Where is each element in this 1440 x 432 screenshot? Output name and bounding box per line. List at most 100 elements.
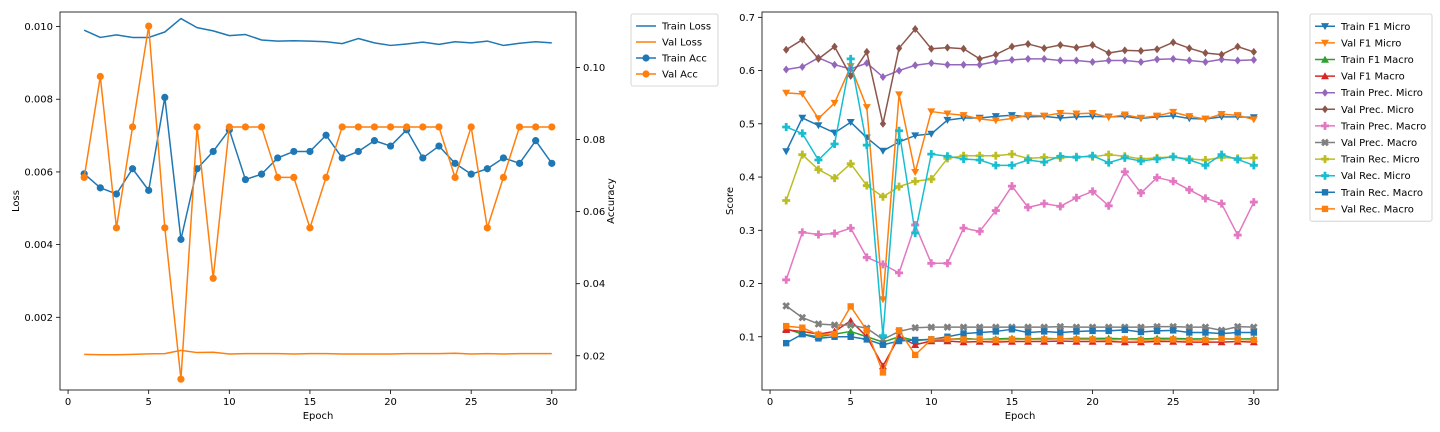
legend-marker xyxy=(642,70,650,78)
x-tick-label: 20 xyxy=(384,397,397,408)
x-tick-label: 10 xyxy=(925,397,938,408)
data-point-train-prec-micro xyxy=(911,61,919,70)
data-point-train-rec-micro xyxy=(911,177,920,186)
data-point-val-rec-micro xyxy=(895,126,904,135)
legend-label: Val Rec. Micro xyxy=(1341,171,1411,182)
x-tick-label: 0 xyxy=(767,397,773,408)
data-point-train-prec-micro xyxy=(928,59,935,68)
data-point-val-rec-micro xyxy=(1007,161,1016,170)
legend-label: Train Acc xyxy=(661,54,707,65)
legend-item-train-loss: Train Loss xyxy=(636,22,711,33)
x-tick-label: 5 xyxy=(848,397,854,408)
y-tick-label: 0.4 xyxy=(739,173,755,184)
data-point-val-acc xyxy=(386,123,395,131)
data-point-val-prec-macro xyxy=(782,302,791,310)
data-point-train-prec-macro xyxy=(1153,173,1162,182)
legend-item-train-prec-macro: Train Prec. Macro xyxy=(1315,121,1426,132)
data-point-val-prec-micro xyxy=(815,54,822,63)
data-point-val-rec-macro xyxy=(1234,336,1241,343)
data-point-train-prec-macro xyxy=(975,227,984,236)
data-point-val-acc xyxy=(128,123,137,131)
data-point-train-f1-micro xyxy=(846,119,855,127)
data-point-val-f1-micro xyxy=(1040,112,1049,120)
data-point-train-prec-micro xyxy=(1218,55,1225,64)
data-point-val-acc xyxy=(306,224,314,232)
data-point-train-rec-micro xyxy=(782,196,791,205)
data-point-val-prec-micro xyxy=(1218,50,1225,59)
data-point-val-acc xyxy=(145,22,153,30)
data-point-train-acc xyxy=(290,147,298,156)
data-point-val-acc xyxy=(225,123,233,131)
data-point-train-rec-micro xyxy=(1201,156,1210,165)
data-point-val-rec-macro xyxy=(847,303,854,310)
data-point-train-rec-micro xyxy=(1249,153,1258,162)
legend-label: Train Rec. Macro xyxy=(1340,188,1423,199)
x-tick-label: 10 xyxy=(223,397,236,408)
data-point-val-f1-micro xyxy=(1185,113,1194,121)
data-point-train-rec-micro xyxy=(991,151,1000,160)
data-point-val-prec-micro xyxy=(1057,41,1064,50)
data-point-val-rec-micro xyxy=(911,228,920,237)
data-point-val-rec-macro xyxy=(992,336,1000,344)
data-point-val-acc xyxy=(499,173,508,181)
data-point-val-prec-micro xyxy=(928,44,935,53)
data-point-val-f1-micro xyxy=(814,115,823,123)
data-point-val-prec-micro xyxy=(799,35,806,44)
data-point-train-rec-macro xyxy=(1057,329,1064,336)
data-point-val-rec-micro xyxy=(1024,156,1033,165)
data-point-val-f1-micro xyxy=(1249,116,1258,124)
data-point-val-prec-micro xyxy=(1024,39,1032,48)
y-axis-label: Loss xyxy=(11,190,22,212)
data-point-val-f1-micro xyxy=(878,296,887,304)
score-chart: 0 5 10 15 20 25 30 Epoch 0.1 0.2 0.3 0.4 0.5 0.6 0.7 Sc… xyxy=(725,11,1433,422)
data-point-val-rec-macro xyxy=(1024,336,1032,343)
series-train-prec-micro xyxy=(782,53,1258,81)
data-point-train-prec-macro xyxy=(830,229,839,238)
data-point-val-prec-micro xyxy=(944,43,951,52)
series-train-loss xyxy=(83,17,552,47)
legend-marker xyxy=(1321,155,1329,164)
data-point-val-prec-micro xyxy=(782,45,790,54)
loss-accuracy-chart: 0 5 10 15 20 25 30 Epoch 0.002 0.004 0.006 0.008 0.0… xyxy=(11,11,719,422)
y2-tick-label: 0.06 xyxy=(583,207,605,218)
data-point-val-prec-micro xyxy=(1250,47,1258,56)
data-point-val-acc xyxy=(177,375,185,383)
data-point-val-prec-macro xyxy=(798,313,807,322)
y-axis-label: Score xyxy=(725,187,736,215)
data-point-train-prec-macro xyxy=(1185,185,1194,194)
data-point-train-prec-macro xyxy=(1088,187,1097,196)
data-point-train-rec-macro xyxy=(1234,329,1241,336)
legend-marker xyxy=(1321,121,1329,130)
series-line-train-rec-micro xyxy=(785,153,1254,201)
series-val-rec-macro xyxy=(782,303,1258,376)
data-point-train-rec-micro xyxy=(1104,150,1113,159)
y-tick-label: 0.6 xyxy=(739,66,755,77)
data-point-train-rec-macro xyxy=(1169,327,1177,334)
data-point-val-rec-micro xyxy=(878,331,887,340)
legend-item-train-acc: Train Acc xyxy=(636,54,707,65)
data-point-train-rec-macro xyxy=(911,336,919,344)
data-point-val-acc xyxy=(483,224,491,232)
data-point-train-f1-micro xyxy=(798,114,807,122)
data-point-val-prec-macro xyxy=(1056,322,1065,331)
data-point-val-prec-macro-shape xyxy=(959,323,968,331)
data-point-val-prec-micro xyxy=(1105,48,1112,57)
legend-marker xyxy=(1321,88,1329,97)
series-line-val-f1-micro xyxy=(786,65,1255,301)
legend-marker xyxy=(1321,39,1329,47)
legend-item-val-prec-micro: Val Prec. Micro xyxy=(1315,105,1414,116)
y2-axis-label: Accuracy xyxy=(606,178,617,224)
data-point-val-acc xyxy=(370,123,379,131)
data-point-train-prec-macro xyxy=(782,275,791,284)
data-point-train-acc xyxy=(274,154,282,162)
data-point-val-f1-micro xyxy=(927,108,936,116)
data-point-train-rec-micro xyxy=(814,165,823,174)
data-point-val-acc xyxy=(193,123,201,131)
legend-marker xyxy=(1321,23,1329,31)
data-point-val-rec-macro xyxy=(1250,336,1258,344)
data-point-val-rec-macro xyxy=(799,324,806,331)
data-point-train-rec-macro xyxy=(1186,329,1193,336)
y-tick-label: 0.008 xyxy=(24,95,53,106)
data-point-val-rec-micro xyxy=(1153,154,1162,163)
data-point-train-prec-micro xyxy=(1073,56,1080,65)
